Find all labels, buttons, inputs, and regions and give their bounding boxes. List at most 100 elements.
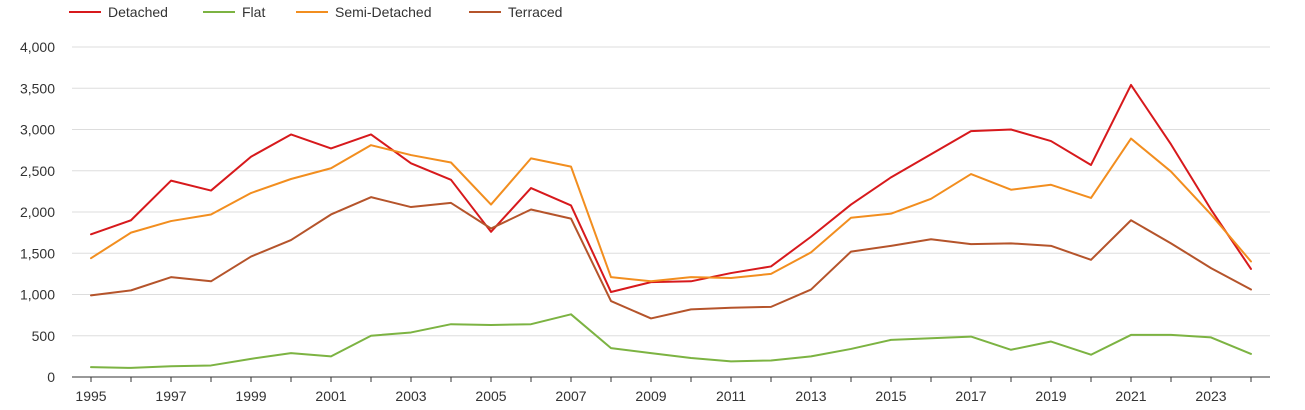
data-point-terraced bbox=[529, 207, 534, 212]
data-point-detached bbox=[289, 132, 294, 137]
data-point-flat bbox=[129, 365, 134, 370]
data-point-flat bbox=[809, 354, 814, 359]
x-tick-label: 2007 bbox=[555, 388, 586, 404]
data-point-flat bbox=[329, 354, 334, 359]
data-point-detached bbox=[1049, 139, 1054, 144]
y-tick-label: 1,000 bbox=[20, 287, 55, 303]
x-tick-label: 2003 bbox=[395, 388, 426, 404]
data-point-terraced bbox=[1249, 287, 1254, 292]
data-point-semi-detached bbox=[449, 160, 454, 165]
data-point-flat bbox=[289, 351, 294, 356]
data-point-detached bbox=[849, 202, 854, 207]
data-point-detached bbox=[809, 234, 814, 239]
data-point-detached bbox=[369, 132, 374, 137]
data-point-semi-detached bbox=[129, 230, 134, 235]
x-tick-label: 2023 bbox=[1195, 388, 1226, 404]
data-point-flat bbox=[969, 334, 974, 339]
x-tick-label: 2021 bbox=[1115, 388, 1146, 404]
data-point-semi-detached bbox=[409, 153, 414, 158]
data-point-flat bbox=[1169, 332, 1174, 337]
y-tick-label: 4,000 bbox=[20, 39, 55, 55]
series-line-flat bbox=[90, 313, 1252, 369]
y-tick-label: 3,000 bbox=[20, 122, 55, 138]
data-point-terraced bbox=[1089, 257, 1094, 262]
y-tick-label: 0 bbox=[47, 369, 55, 385]
data-point-semi-detached bbox=[1249, 259, 1254, 264]
x-tick-label: 2011 bbox=[716, 388, 746, 404]
data-point-detached bbox=[449, 177, 454, 182]
data-point-flat bbox=[449, 322, 454, 327]
data-point-flat bbox=[1129, 332, 1134, 337]
data-point-flat bbox=[409, 330, 414, 335]
x-tick-label: 2005 bbox=[475, 388, 506, 404]
legend-item-semi-detached: Semi-Detached bbox=[296, 4, 432, 20]
series-flat bbox=[89, 312, 1252, 370]
data-point-terraced bbox=[1129, 218, 1134, 223]
data-point-terraced bbox=[169, 275, 174, 280]
data-point-semi-detached bbox=[609, 275, 614, 280]
data-point-flat bbox=[769, 358, 774, 363]
data-point-terraced bbox=[489, 226, 494, 231]
x-tick-label: 2009 bbox=[635, 388, 666, 404]
data-point-flat bbox=[489, 323, 494, 328]
data-point-flat bbox=[929, 336, 934, 341]
data-point-detached bbox=[969, 129, 974, 134]
data-point-detached bbox=[1009, 127, 1014, 132]
legend-label: Detached bbox=[108, 4, 168, 20]
legend-item-detached: Detached bbox=[69, 4, 168, 20]
data-point-semi-detached bbox=[729, 276, 734, 281]
data-point-flat bbox=[89, 365, 94, 370]
series-semi-detached bbox=[89, 137, 1254, 284]
data-point-terraced bbox=[569, 216, 574, 221]
data-point-flat bbox=[209, 363, 214, 368]
data-point-detached bbox=[209, 188, 214, 193]
y-tick-label: 2,000 bbox=[20, 204, 55, 220]
data-point-detached bbox=[1089, 162, 1094, 167]
x-tick-label: 1999 bbox=[235, 388, 266, 404]
data-point-flat bbox=[649, 351, 654, 356]
data-point-detached bbox=[529, 186, 534, 191]
y-tick-label: 2,500 bbox=[20, 163, 55, 179]
series-line-terraced bbox=[90, 196, 1252, 320]
data-point-semi-detached bbox=[209, 212, 214, 217]
data-point-flat bbox=[609, 346, 614, 351]
data-point-flat bbox=[569, 312, 574, 317]
data-point-terraced bbox=[889, 243, 894, 248]
legend-label: Flat bbox=[242, 4, 265, 20]
data-point-semi-detached bbox=[249, 191, 254, 196]
data-point-terraced bbox=[289, 238, 294, 243]
data-point-terraced bbox=[249, 254, 254, 259]
data-point-semi-detached bbox=[889, 211, 894, 216]
data-point-semi-detached bbox=[489, 202, 494, 207]
legend-label: Semi-Detached bbox=[335, 4, 432, 20]
x-axis-ticks: 1995 1997 1999 2001 2003 2005 2007 2009 2011 2013… bbox=[75, 377, 1252, 404]
data-point-semi-detached bbox=[169, 219, 174, 224]
data-point-terraced bbox=[849, 249, 854, 254]
data-point-detached bbox=[889, 175, 894, 180]
data-point-terraced bbox=[209, 279, 214, 284]
data-point-flat bbox=[1009, 347, 1014, 352]
data-point-detached bbox=[1169, 142, 1174, 147]
data-point-terraced bbox=[649, 316, 654, 321]
legend-label: Terraced bbox=[508, 4, 562, 20]
y-tick-label: 1,500 bbox=[20, 245, 55, 261]
series-detached bbox=[90, 83, 1252, 294]
data-point-semi-detached bbox=[329, 166, 334, 171]
data-point-detached bbox=[729, 271, 734, 276]
data-point-semi-detached bbox=[1169, 169, 1174, 174]
data-point-semi-detached bbox=[769, 271, 774, 276]
data-point-detached bbox=[249, 154, 254, 159]
data-point-flat bbox=[529, 322, 534, 327]
legend: Detached Flat Semi-Detached Terraced bbox=[69, 4, 562, 20]
data-point-semi-detached bbox=[1209, 212, 1214, 217]
y-axis-ticks: 0 500 1,000 1,500 2,000 2,500 3,000 3,500 4,000 bbox=[20, 39, 55, 385]
data-point-terraced bbox=[329, 212, 334, 217]
x-tick-label: 2015 bbox=[875, 388, 906, 404]
data-point-semi-detached bbox=[649, 279, 654, 284]
data-point-semi-detached bbox=[1089, 195, 1094, 200]
y-tick-label: 3,500 bbox=[20, 80, 55, 96]
data-point-detached bbox=[769, 264, 774, 269]
data-point-detached bbox=[929, 152, 934, 157]
data-point-semi-detached bbox=[89, 256, 94, 261]
